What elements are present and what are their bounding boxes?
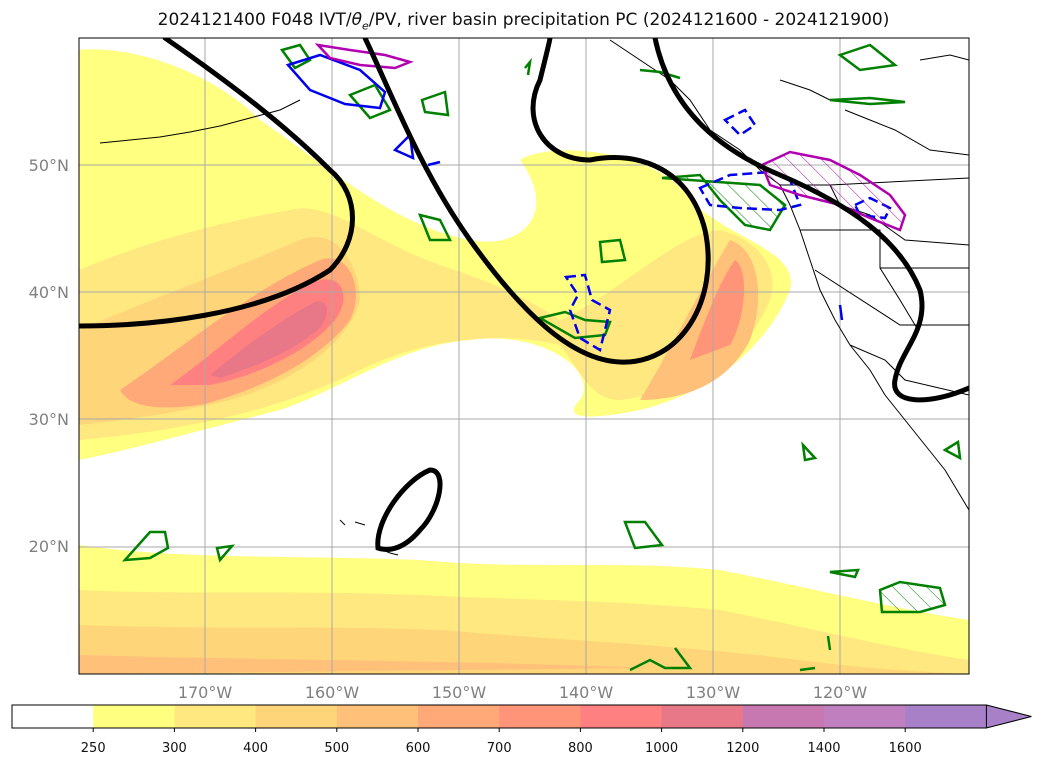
colorbar-label: 1400 [807, 741, 840, 756]
colorbar-labels: 250 300 400 500 600 700 800 1000 1200 1400 1600 [81, 741, 922, 756]
title-theta-sub: e [362, 19, 369, 33]
pc-magenta-contours [314, 43, 907, 232]
lat-label: 40°N [29, 283, 69, 302]
colorbar-label: 800 [568, 741, 593, 756]
colorbar-segment [742, 705, 825, 728]
colorbar-label: 400 [243, 741, 268, 756]
title-rest: /PV, river basin precipitation PC (20241… [368, 10, 890, 30]
map-area [79, 38, 969, 674]
colorbar-extend-arrow [985, 704, 1032, 729]
pc-green-contours [121, 43, 962, 672]
lon-label: 130°W [686, 683, 741, 702]
colorbar-segment [661, 705, 744, 728]
colorbar-label: 1600 [889, 741, 922, 756]
map-frame [78, 37, 970, 675]
colorbar-label: 300 [162, 741, 187, 756]
colorbar-segment [255, 705, 338, 728]
lat-label: 20°N [29, 537, 69, 556]
colorbar-label: 600 [406, 741, 431, 756]
lon-label: 150°W [432, 683, 487, 702]
colorbar-segment [905, 705, 987, 728]
colorbar-segment [418, 705, 500, 728]
title-theta: θ [351, 10, 362, 30]
title-run: 2024121400 F048 IVT/ [157, 10, 352, 30]
colorbar-label: 1200 [726, 741, 759, 756]
longitude-labels: 170°W 160°W 150°W 140°W 130°W 120°W [178, 683, 868, 702]
colorbar-label: 500 [324, 741, 349, 756]
colorbar-label: 250 [81, 741, 106, 756]
colorbar-segment [93, 705, 175, 728]
lat-label: 30°N [29, 410, 69, 429]
colorbar-segment [580, 705, 663, 728]
lat-label: 50°N [29, 156, 69, 175]
ivt-shading [79, 49, 969, 674]
colorbar-segment [336, 705, 419, 728]
figure-title: 2024121400 F048 IVT/θe/PV, river basin p… [0, 10, 1047, 32]
colorbar-segment [824, 705, 906, 728]
colorbar-label: 1000 [645, 741, 678, 756]
colorbar-label: 700 [487, 741, 512, 756]
colorbar-segment [12, 705, 94, 728]
latitude-labels: 50°N 40°N 30°N 20°N [29, 156, 69, 556]
colorbar-segment [499, 705, 581, 728]
lon-label: 160°W [305, 683, 360, 702]
coastlines [99, 39, 969, 556]
lon-label: 170°W [178, 683, 233, 702]
lon-label: 120°W [813, 683, 868, 702]
colorbar [11, 704, 1032, 732]
colorbar-segment [174, 705, 257, 728]
lon-label: 140°W [559, 683, 614, 702]
pv-contours [79, 38, 969, 552]
